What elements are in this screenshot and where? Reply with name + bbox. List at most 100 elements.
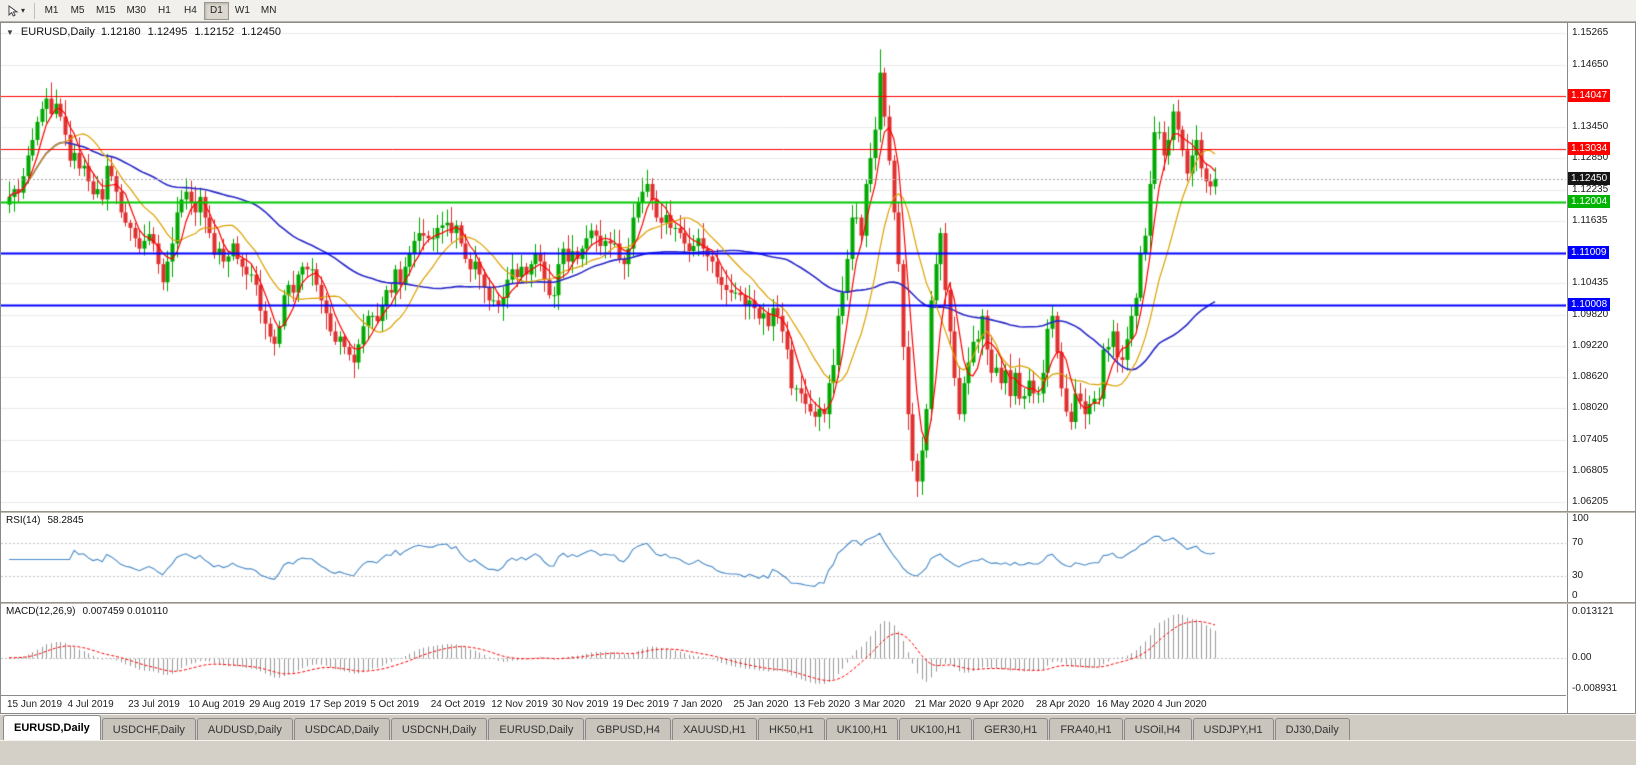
date-label: 4 Jun 2020 [1157,699,1207,710]
toolbar-separator [34,2,36,19]
timeframe-button-mn[interactable]: MN [256,2,282,20]
chart-tab[interactable]: USDJPY,H1 [1192,718,1274,740]
rsi-tick-label: 100 [1572,513,1589,524]
price-tick-label: 1.11635 [1572,214,1608,226]
chart-tab[interactable]: HK50,H1 [757,718,825,740]
chart-tab[interactable]: UK100,H1 [899,718,973,740]
timeframe-buttons: M1 M5 M15 M30 H1 H4 D1 W1 MN [39,1,282,20]
rsi-label: RSI(14) 58.2845 [6,515,84,526]
rsi-canvas[interactable] [1,513,1566,602]
rsi-tick-label: 70 [1572,537,1584,549]
date-label: 16 May 2020 [1096,699,1155,710]
chart-tab[interactable]: GBPUSD,H4 [585,718,671,740]
timeframe-button-m30[interactable]: M30 [121,2,150,20]
macd-tick-label: -0.008931 [1572,683,1618,694]
price-tick-label: 1.08020 [1572,402,1609,414]
price-tick-label: 1.07405 [1572,433,1609,445]
macd-indicator-name: MACD(12,26,9) [6,606,76,617]
rsi-tick-label: 30 [1572,569,1584,581]
date-label: 13 Feb 2020 [793,699,851,710]
chart-tab[interactable]: FRA40,H1 [1049,718,1123,740]
price-badge: 1.11009 [1568,246,1610,260]
date-label: 9 Apr 2020 [975,699,1024,710]
price-tick-label: 1.09820 [1572,308,1609,320]
chart-tab[interactable]: EURUSD,Daily [3,715,101,740]
chart-tab-bar: EURUSD,Daily USDCHF,Daily AUDUSD,Daily USDC… [0,714,1636,740]
rsi-indicator-name: RSI(14) [6,515,41,526]
price-chart-canvas[interactable] [1,23,1566,511]
price-badge: 1.14047 [1568,89,1611,103]
date-label: 3 Mar 2020 [854,699,906,710]
price-badge: 1.12004 [1568,194,1611,208]
price-tick-label: 1.08620 [1572,370,1609,382]
chart-tab[interactable]: USDCNH,Daily [390,718,488,740]
timeframe-toolbar: ▾ M1 M5 M15 M30 H1 H4 D1 W1 MN [0,0,1636,22]
timeframe-button-m5[interactable]: M5 [65,2,90,20]
date-label: 19 Dec 2019 [612,699,670,710]
date-label: 23 Jul 2019 [128,699,180,710]
date-label: 10 Aug 2019 [188,699,245,710]
chart-tab[interactable]: USDCHF,Daily [101,718,196,740]
ohlc-low: 1.12152 [194,26,235,38]
macd-tick-label: 0.013121 [1572,606,1614,617]
timeframe-button-m15[interactable]: M15 [91,2,120,20]
price-tick-label: 1.14650 [1572,58,1609,70]
rsi-panel-splitter[interactable] [1,511,1635,513]
price-tick-label: 1.12850 [1572,152,1609,164]
cursor-icon [8,4,19,17]
price-tick-label: 1.10435 [1572,277,1609,289]
ohlc-close: 1.12450 [241,26,281,38]
chart-tab[interactable]: DJ30,Daily [1274,718,1350,740]
chart-tab[interactable]: AUDUSD,Daily [196,718,293,740]
price-tick-label: 1.12235 [1572,183,1609,195]
macd-panel-splitter[interactable] [1,602,1635,604]
status-bar [0,740,1636,765]
price-badge: 1.13034 [1568,141,1611,155]
price-tick-label: 1.13450 [1572,121,1609,133]
price-tick-label: 1.09220 [1572,339,1609,351]
date-label: 29 Aug 2019 [249,699,306,710]
collapse-chart-icon[interactable]: ▼ [6,27,14,37]
rsi-tick-label: 0 [1572,590,1578,601]
timeframe-button-m1[interactable]: M1 [39,2,64,20]
chart-window: ▼ EURUSD,Daily 1.12180 1.12495 1.12152 1… [0,22,1636,714]
date-label: 4 Jul 2019 [67,699,114,710]
chevron-down-icon: ▾ [21,5,26,15]
macd-tick-label: 0.00 [1572,651,1592,663]
chart-tab[interactable]: USOil,H4 [1123,718,1192,740]
timeframe-button-d1[interactable]: D1 [203,1,229,20]
chart-tab[interactable]: USDCAD,Daily [293,718,390,740]
date-label: 24 Oct 2019 [430,699,486,710]
date-label: 7 Jan 2020 [672,699,723,710]
chart-tab[interactable]: XAUUSD,H1 [671,718,757,740]
date-label: 15 Jun 2019 [7,699,63,710]
date-label: 28 Apr 2020 [1036,699,1090,710]
macd-canvas[interactable] [1,604,1566,695]
date-label: 12 Nov 2019 [491,699,548,710]
chart-symbol: EURUSD,Daily [20,26,95,38]
price-scale[interactable]: 1.15265 1.14650 1.14047 1.13450 1.13034 1.128… [1567,23,1635,713]
date-label: 25 Jan 2020 [733,699,789,710]
chart-title: ▼ EURUSD,Daily 1.12180 1.12495 1.12152 1… [6,26,281,38]
date-label: 17 Sep 2019 [309,699,367,710]
price-tick-label: 1.06805 [1572,464,1609,476]
date-label: 5 Oct 2019 [370,699,420,710]
date-label: 21 Mar 2020 [914,699,972,710]
price-tick-label: 1.15265 [1572,27,1609,39]
ohlc-high: 1.12495 [147,26,188,38]
chart-tab[interactable]: UK100,H1 [825,718,899,740]
macd-label: MACD(12,26,9) 0.007459 0.010110 [6,606,168,617]
cursor-tool-dropdown[interactable]: ▾ [3,2,30,20]
chart-tab[interactable]: EURUSD,Daily [488,718,585,740]
date-label: 30 Nov 2019 [551,699,609,710]
timeframe-button-w1[interactable]: W1 [230,2,255,20]
rsi-indicator-value: 58.2845 [47,515,84,526]
timeframe-button-h4[interactable]: H4 [178,2,203,20]
timeframe-button-h1[interactable]: H1 [152,2,177,20]
price-tick-label: 1.06205 [1572,495,1609,507]
ohlc-open: 1.12180 [100,26,141,38]
chart-tab[interactable]: GER30,H1 [973,718,1049,740]
date-axis[interactable]: 15 Jun 2019 4 Jul 2019 23 Jul 2019 10 Aug 2… [1,695,1566,713]
price-badge: 1.12450 [1568,171,1611,185]
